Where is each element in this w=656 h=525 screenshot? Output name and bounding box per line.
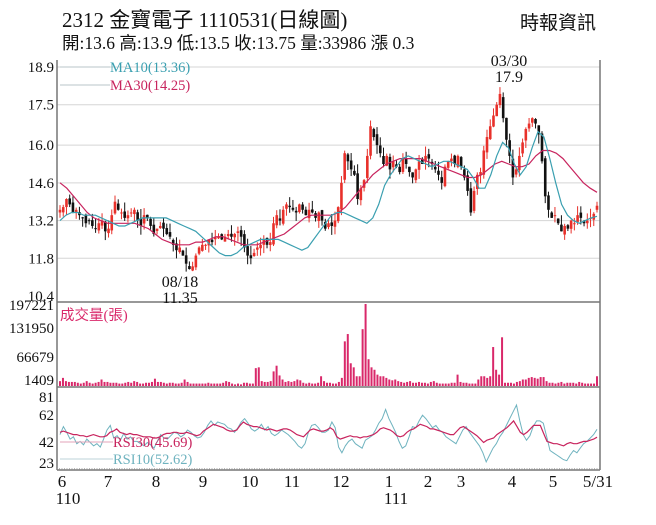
chart-title: 2312 金寶電子 1110531(日線圖) bbox=[62, 8, 348, 32]
ma-legend-label: MA10(13.36) bbox=[110, 60, 190, 76]
high-value-annotation: 17.9 bbox=[495, 69, 523, 86]
volume-bars bbox=[59, 304, 598, 386]
volume-tick-label: 131950 bbox=[9, 321, 54, 337]
price-tick-label: 16.0 bbox=[28, 138, 54, 154]
x-tick-label: 12 bbox=[333, 472, 350, 491]
price-tick-label: 17.5 bbox=[28, 98, 54, 114]
x-tick-label: 7 bbox=[104, 472, 113, 491]
x-tick-label: 9 bbox=[199, 472, 208, 491]
rsi-tick-label: 42 bbox=[39, 435, 54, 451]
rsi-tick-label: 23 bbox=[39, 456, 54, 472]
x-tick-label: 10 bbox=[242, 472, 259, 491]
rsi-legend-label: RSI10(52.62) bbox=[113, 452, 193, 468]
volume-tick-label: 1409 bbox=[24, 373, 54, 389]
x-tick-label: 1 bbox=[385, 472, 394, 491]
x-tick-label: 6 bbox=[58, 472, 67, 491]
ohlc-summary: 開:13.6 高:13.9 低:13.5 收:13.75 量:33986 漲 0… bbox=[62, 33, 415, 53]
rsi-lines bbox=[59, 403, 598, 464]
ma-legend-label: MA30(14.25) bbox=[110, 78, 190, 94]
panel-frames bbox=[56, 60, 601, 471]
candlestick-series bbox=[58, 87, 599, 272]
year-label: 110 bbox=[56, 489, 81, 508]
x-tick-label: 11 bbox=[284, 472, 300, 491]
volume-tick-label: 197221 bbox=[9, 298, 54, 314]
rsi-tick-label: 81 bbox=[39, 390, 54, 406]
rsi-tick-label: 62 bbox=[39, 408, 54, 424]
axis-labels: 18.9 17.5 16.0 14.6 13.2 11.8 10.4 MA10(13.36) M… bbox=[9, 53, 613, 508]
price-tick-label: 14.6 bbox=[28, 176, 55, 192]
price-tick-label: 13.2 bbox=[28, 214, 54, 230]
rsi-legend-label: RSI30(45.69) bbox=[113, 435, 193, 451]
price-tick-label: 10.4 bbox=[28, 289, 55, 305]
volume-legend-label: 成交量(張) bbox=[60, 306, 128, 324]
x-tick-label: 5 bbox=[549, 472, 558, 491]
x-tick-label: 4 bbox=[508, 472, 517, 491]
year-label: 111 bbox=[384, 489, 408, 508]
price-tick-label: 18.9 bbox=[28, 60, 54, 76]
price-tick-label: 11.8 bbox=[28, 251, 54, 267]
x-tick-label: 8 bbox=[152, 472, 161, 491]
volume-tick-label: 66679 bbox=[17, 350, 55, 366]
x-tick-label: 2 bbox=[424, 472, 433, 491]
x-tick-label: 5/31 bbox=[583, 472, 613, 491]
grid-lines bbox=[57, 66, 600, 259]
moving-average-lines bbox=[59, 130, 598, 257]
low-date-annotation: 08/18 bbox=[162, 274, 198, 291]
x-tick-label: 3 bbox=[457, 472, 466, 491]
brand-label: 時報資訊 bbox=[520, 13, 597, 34]
low-value-annotation: 11.35 bbox=[162, 290, 197, 307]
high-date-annotation: 03/30 bbox=[491, 53, 527, 70]
